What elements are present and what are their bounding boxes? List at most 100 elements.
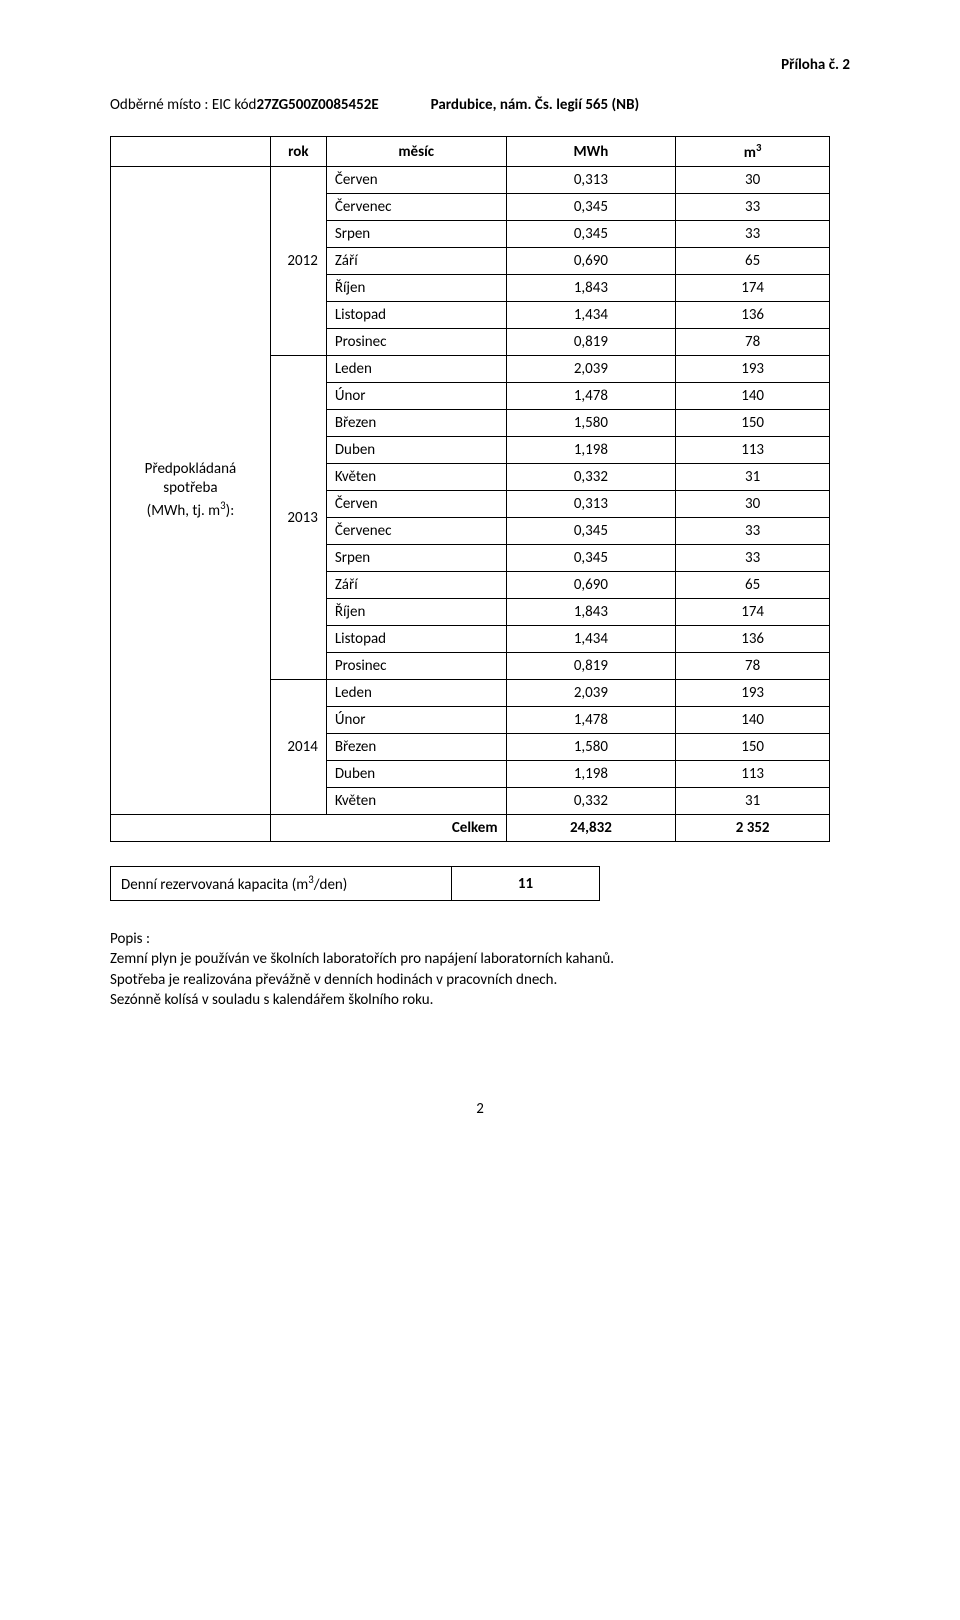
mwh-cell: 0,332 [506, 464, 676, 491]
m3-cell: 113 [676, 437, 830, 464]
mwh-cell: 1,843 [506, 599, 676, 626]
side-label-line: Předpokládaná [119, 460, 262, 480]
m3-cell: 140 [676, 707, 830, 734]
month-cell: Září [326, 572, 506, 599]
page-number: 2 [110, 1100, 850, 1118]
mwh-cell: 1,478 [506, 383, 676, 410]
m3-cell: 174 [676, 275, 830, 302]
month-cell: Srpen [326, 545, 506, 572]
month-cell: Červenec [326, 518, 506, 545]
table-header-row: rok měsíc MWh m3 [111, 137, 830, 167]
month-cell: Březen [326, 734, 506, 761]
month-cell: Březen [326, 410, 506, 437]
header-rok: rok [270, 137, 326, 167]
mwh-cell: 0,819 [506, 653, 676, 680]
month-cell: Únor [326, 707, 506, 734]
m3-cell: 140 [676, 383, 830, 410]
m3-cell: 30 [676, 491, 830, 518]
total-label: Celkem [270, 815, 506, 842]
m3-cell: 33 [676, 221, 830, 248]
m3-cell: 174 [676, 599, 830, 626]
side-label-line: spotřeba [119, 479, 262, 499]
m3-cell: 193 [676, 680, 830, 707]
header-mwh: MWh [506, 137, 676, 167]
year-cell: 2013 [270, 356, 326, 680]
mwh-cell: 0,313 [506, 167, 676, 194]
month-cell: Listopad [326, 302, 506, 329]
side-label-cell: Předpokládanáspotřeba(MWh, tj. m3): [111, 167, 271, 815]
description-line: Sezónně kolísá v souladu s kalendářem šk… [110, 990, 830, 1010]
m3-cell: 33 [676, 518, 830, 545]
capacity-table: Denní rezervovaná kapacita (m3/den) 11 [110, 866, 600, 901]
attachment-label: Příloha č. 2 [781, 56, 850, 74]
mwh-cell: 2,039 [506, 356, 676, 383]
month-cell: Červenec [326, 194, 506, 221]
month-cell: Září [326, 248, 506, 275]
mwh-cell: 1,198 [506, 761, 676, 788]
mwh-cell: 0,345 [506, 194, 676, 221]
month-cell: Duben [326, 761, 506, 788]
month-cell: Leden [326, 680, 506, 707]
description-block: Popis : Zemní plyn je používán ve školní… [110, 929, 830, 1010]
data-table-wrapper: rok měsíc MWh m3 Předpokládanáspotřeba(M… [110, 136, 830, 842]
mwh-cell: 0,819 [506, 329, 676, 356]
total-mwh: 24,832 [506, 815, 676, 842]
description-line: Spotřeba je realizována převážně v denní… [110, 970, 830, 990]
mwh-cell: 1,434 [506, 626, 676, 653]
mwh-cell: 0,332 [506, 788, 676, 815]
m3-cell: 65 [676, 248, 830, 275]
year-cell: 2014 [270, 680, 326, 815]
m3-cell: 78 [676, 329, 830, 356]
m3-cell: 31 [676, 788, 830, 815]
month-cell: Říjen [326, 599, 506, 626]
m3-cell: 113 [676, 761, 830, 788]
side-label-line: (MWh, tj. m3): [119, 499, 262, 522]
capacity-label: Denní rezervovaná kapacita (m3/den) [111, 867, 452, 901]
mwh-cell: 1,580 [506, 734, 676, 761]
m3-cell: 31 [676, 464, 830, 491]
m3-cell: 33 [676, 194, 830, 221]
month-cell: Červen [326, 167, 506, 194]
m3-cell: 150 [676, 734, 830, 761]
month-cell: Květen [326, 464, 506, 491]
year-cell: 2012 [270, 167, 326, 356]
header-m3: m3 [676, 137, 830, 167]
description-line: Zemní plyn je používán ve školních labor… [110, 949, 830, 969]
month-cell: Duben [326, 437, 506, 464]
month-cell: Květen [326, 788, 506, 815]
mwh-cell: 0,345 [506, 545, 676, 572]
m3-cell: 136 [676, 626, 830, 653]
mwh-cell: 1,198 [506, 437, 676, 464]
month-cell: Leden [326, 356, 506, 383]
m3-cell: 30 [676, 167, 830, 194]
month-cell: Srpen [326, 221, 506, 248]
header-empty [111, 137, 271, 167]
header-mesic: měsíc [326, 137, 506, 167]
month-cell: Prosinec [326, 653, 506, 680]
capacity-label-text: Denní rezervovaná kapacita (m3/den) [121, 876, 347, 894]
mwh-cell: 0,345 [506, 221, 676, 248]
mwh-cell: 1,843 [506, 275, 676, 302]
month-cell: Únor [326, 383, 506, 410]
month-cell: Prosinec [326, 329, 506, 356]
title-prefix: Odběrné místo : EIC kód [110, 96, 256, 114]
table-row: Předpokládanáspotřeba(MWh, tj. m3):2012Č… [111, 167, 830, 194]
m3-cell: 78 [676, 653, 830, 680]
capacity-value: 11 [452, 867, 600, 901]
eic-code: 27ZG500Z0085452E [256, 96, 378, 114]
mwh-cell: 1,478 [506, 707, 676, 734]
mwh-cell: 0,690 [506, 572, 676, 599]
month-cell: Červen [326, 491, 506, 518]
total-spacer [111, 815, 271, 842]
mwh-cell: 1,434 [506, 302, 676, 329]
m3-cell: 193 [676, 356, 830, 383]
m3-cell: 33 [676, 545, 830, 572]
month-cell: Listopad [326, 626, 506, 653]
mwh-cell: 0,313 [506, 491, 676, 518]
total-row: Celkem 24,832 2 352 [111, 815, 830, 842]
mwh-cell: 0,345 [506, 518, 676, 545]
page: Příloha č. 2 Odběrné místo : EIC kód 27Z… [0, 0, 960, 1178]
title-line: Odběrné místo : EIC kód 27ZG500Z0085452E… [110, 96, 850, 114]
mwh-cell: 2,039 [506, 680, 676, 707]
m3-cell: 136 [676, 302, 830, 329]
